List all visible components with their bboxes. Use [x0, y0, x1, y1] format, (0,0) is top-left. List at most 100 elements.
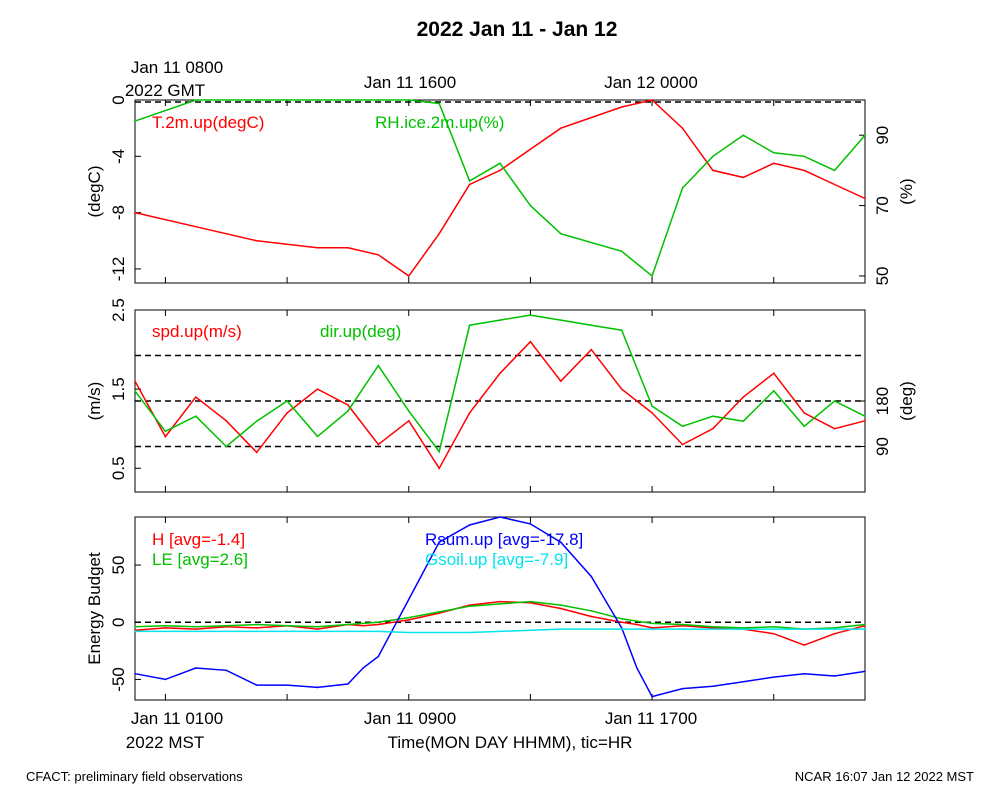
panel-2-series-0-point-9	[377, 623, 380, 626]
panel-2-series-3-point-21	[712, 628, 714, 630]
panel-1-series-1-point-19	[712, 415, 714, 417]
panel-2-ytick-label-2: -50	[109, 667, 128, 692]
panel-2-series-3-point-20	[681, 628, 684, 630]
panel-0-rtick-label-0: 50	[873, 267, 892, 286]
panel-0-series-0-point-11	[560, 127, 562, 129]
panel-2-series-3-point-4	[255, 630, 258, 633]
panel-1-series-0-line	[134, 340, 866, 470]
panel-1-series-0-point-7	[347, 404, 349, 406]
panels-group: 0 -4 -8 -12 (degC) 50 70 90 (%) 0.5 1.5 2.5 (m/s) 90 1…	[85, 95, 916, 701]
panel-2-series-0-point-2	[195, 628, 197, 630]
top-axis-tz: 2022 GMT	[125, 81, 205, 100]
panel-2-series-2-point-14	[529, 523, 532, 525]
panel-0-series-1-point-1	[195, 99, 197, 101]
panel-2-series-0-point-6	[316, 628, 319, 630]
panel-2-series-3-point-22	[742, 628, 745, 630]
panel-1-ytick-label-0: 0.5	[109, 456, 128, 480]
panel-0-series-1-point-13	[651, 275, 653, 277]
panel-0-series-0-point-18	[803, 169, 805, 172]
panel-1-series-1-point-21	[772, 390, 775, 392]
panel-0-series-0-point-15	[712, 169, 714, 172]
panel-2-legend-0: H [avg=-1.4]	[152, 530, 245, 549]
panel-0-series-1-point-19	[833, 169, 836, 172]
panel-2-series-0-point-25	[833, 632, 836, 635]
panel-2-series-2-point-15	[560, 541, 562, 543]
panel-1-series-0-point-19	[712, 427, 714, 430]
panel-2-series-0-point-13	[499, 600, 501, 603]
panel-2-series-1-point-8	[362, 622, 364, 625]
panel-2-series-2-point-22	[742, 680, 745, 683]
panel-1-series-1-point-17	[651, 405, 653, 407]
panel-2-series-3-point-15	[560, 628, 562, 630]
panel-1-series-1-point-24	[864, 415, 866, 417]
panel-2-series-1-point-7	[347, 623, 349, 626]
panel-2-series-0-point-0	[134, 629, 136, 632]
panel-2-series-3-point-3	[225, 630, 228, 633]
panel-2-series-2-point-1	[164, 678, 167, 681]
panel-1-series-1-point-3	[225, 445, 228, 448]
panel-1-series-0-point-15	[590, 348, 593, 351]
panel-2-series-1-point-16	[590, 609, 593, 612]
panel-2-series-1-point-25	[833, 627, 836, 629]
footer-left: CFACT: preliminary field observations	[26, 769, 243, 784]
panel-2-series-3-point-7	[347, 630, 349, 633]
panel-0-ylabel: (degC)	[85, 166, 104, 218]
panel-0-legend-0: T.2m.up(degC)	[152, 113, 264, 132]
panel-2-series-2-point-25	[833, 675, 836, 677]
panel-2-series-1-point-11	[438, 611, 440, 613]
panel-2-series-2-point-5	[286, 684, 288, 686]
panel-1-series-1-point-13	[529, 314, 532, 316]
panel-2-series-0-point-8	[362, 624, 364, 627]
panel-2-series-3-point-16	[590, 628, 593, 630]
panel-0-series-1-point-2	[255, 99, 258, 101]
panel-1-series-1-point-16	[620, 329, 623, 332]
panel-2-series-1-point-21	[712, 626, 714, 628]
panel-0-rtick-label-2: 90	[873, 126, 892, 145]
panel-2-series-2-point-18	[636, 667, 638, 669]
panel-2-series-3-point-8	[362, 630, 364, 633]
panel-1-series-0-point-9	[407, 419, 410, 422]
panel-2-series-3-point-6	[316, 630, 319, 633]
panel-0-series-1-point-6	[407, 99, 410, 101]
panel-0-ytick-label-1: -4	[109, 149, 128, 164]
panel-1-series-0-point-8	[377, 443, 380, 446]
panel-0-series-1-point-7	[438, 102, 440, 105]
panel-2-series-2-point-4	[255, 684, 258, 686]
panel-0-frame	[134, 99, 866, 284]
panel-2-series-3-point-11	[438, 631, 440, 634]
panel-0-series-0-point-0	[134, 211, 136, 214]
panel-0-series-0-point-3	[316, 247, 319, 249]
panel-2-series-1-point-4	[255, 623, 258, 626]
panel-1-rtick-label-1: 180	[873, 387, 892, 415]
panel-0-series-0-point-4	[347, 247, 349, 249]
panel-2-series-3-point-2	[195, 630, 197, 633]
panel-0-series-1-point-10	[529, 204, 532, 207]
panel-2-series-1-point-23	[772, 626, 775, 628]
panel-1-series-1-point-4	[255, 420, 258, 423]
panel-0-series-0-point-2	[255, 239, 258, 242]
panel-0-series-0-point-16	[742, 176, 745, 179]
panel-2-series-3-point-14	[529, 629, 532, 632]
panel-1-series-1-point-1	[164, 430, 167, 433]
panel-2-ylabel: Energy Budget	[85, 552, 104, 665]
panel-0-series-1-point-11	[560, 232, 562, 235]
panel-2-series-0-point-23	[772, 632, 775, 635]
panel-0-rtick-label-1: 70	[873, 196, 892, 215]
panel-1-series-0-point-4	[255, 451, 258, 454]
panel-1-series-0-point-23	[833, 427, 836, 430]
panel-1-series-0-point-24	[864, 419, 866, 422]
panel-1-series-1-point-6	[316, 435, 319, 438]
panel-2-legend-1: LE [avg=2.6]	[152, 550, 248, 569]
bottom-axis-tz: 2022 MST	[126, 733, 204, 752]
panel-0-series-0-point-10	[529, 148, 532, 151]
panel-2-series-0-point-24	[803, 644, 805, 646]
panel-2-series-0-point-4	[255, 627, 258, 629]
panel-0-series-1-point-8	[468, 180, 471, 182]
panel-0-series-0-point-8	[468, 183, 471, 186]
panel-2-series-1-point-3	[225, 624, 228, 627]
panel-0-series-1-point-9	[499, 162, 501, 165]
panel-2-series-0-point-15	[560, 607, 562, 610]
panel-2-series-3-point-9	[377, 630, 380, 633]
panel-0-series-1-point-18	[803, 155, 805, 158]
